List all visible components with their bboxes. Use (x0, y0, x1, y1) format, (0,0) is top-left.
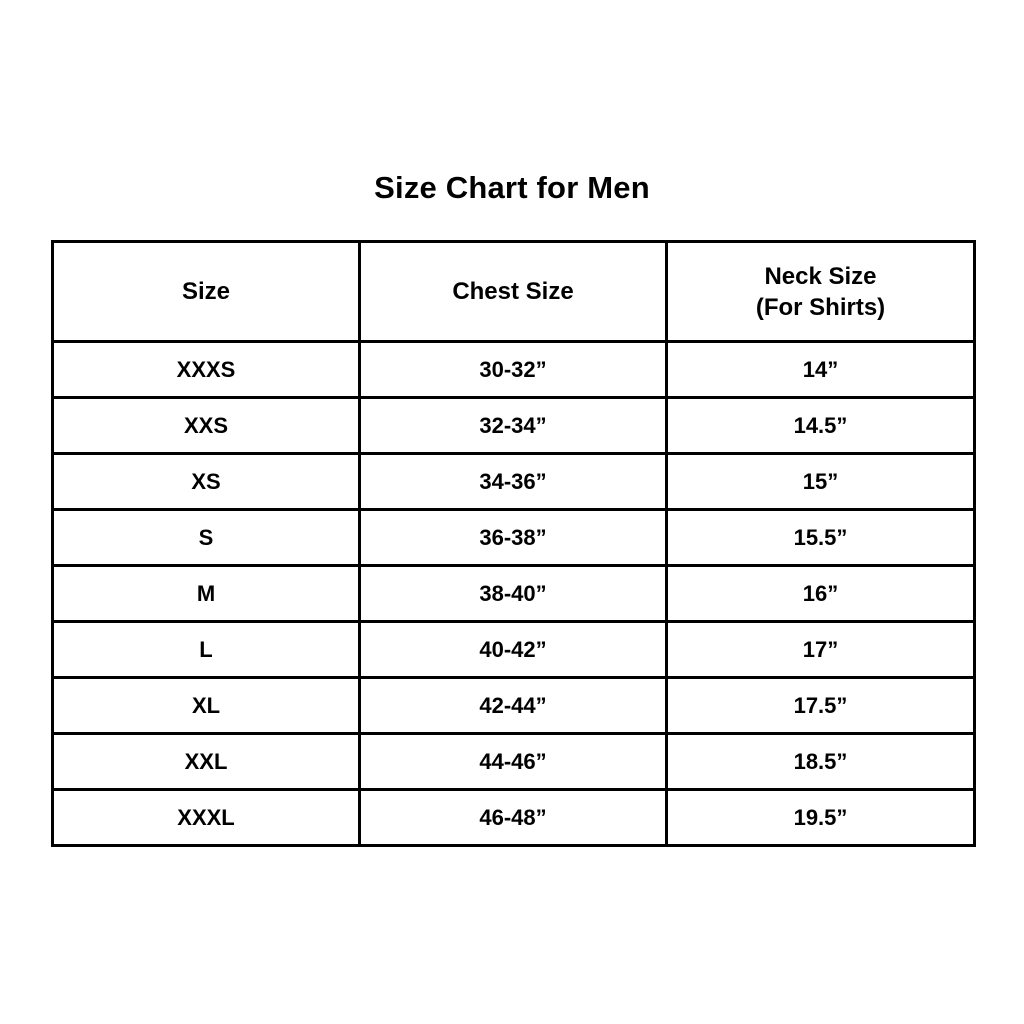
cell-size: M (51, 564, 361, 623)
page-title: Size Chart for Men (374, 170, 650, 205)
column-header-neck-size-label: Neck Size (764, 262, 877, 290)
size-table-container: Size Chest Size Neck Size (For Shirts) X… (51, 240, 976, 847)
cell-size: XS (51, 452, 361, 511)
table-row: M 38-40” 16” (51, 564, 976, 623)
cell-chest: 32-34” (358, 396, 668, 455)
cell-size: XL (51, 676, 361, 735)
cell-neck: 16” (665, 564, 976, 623)
cell-neck: 19.5” (665, 788, 976, 847)
table-row: L 40-42” 17” (51, 620, 976, 679)
table-row: XXL 44-46” 18.5” (51, 732, 976, 791)
cell-neck: 14.5” (665, 396, 976, 455)
column-header-chest-size: Chest Size (358, 240, 668, 343)
cell-chest: 42-44” (358, 676, 668, 735)
cell-chest: 46-48” (358, 788, 668, 847)
cell-chest: 40-42” (358, 620, 668, 679)
header-row: Size Chest Size Neck Size (For Shirts) (51, 240, 976, 343)
cell-chest: 38-40” (358, 564, 668, 623)
column-header-size: Size (51, 240, 361, 343)
cell-size: L (51, 620, 361, 679)
table-row: S 36-38” 15.5” (51, 508, 976, 567)
cell-chest: 44-46” (358, 732, 668, 791)
table-header: Size Chest Size Neck Size (For Shirts) (51, 240, 976, 343)
table-row: XL 42-44” 17.5” (51, 676, 976, 735)
cell-size: XXXS (51, 340, 361, 399)
table-row: XS 34-36” 15” (51, 452, 976, 511)
column-header-size-label: Size (181, 278, 231, 305)
table-row: XXXS 30-32” 14” (51, 340, 976, 399)
cell-neck: 17.5” (665, 676, 976, 735)
column-header-chest-size-label: Chest Size (452, 278, 574, 305)
cell-size: XXXL (51, 788, 361, 847)
cell-neck: 17” (665, 620, 976, 679)
cell-size: XXL (51, 732, 361, 791)
cell-neck: 14” (665, 340, 976, 399)
table-row: XXS 32-34” 14.5” (51, 396, 976, 455)
column-header-neck-size: Neck Size (For Shirts) (665, 240, 976, 343)
cell-size: S (51, 508, 361, 567)
size-chart-table: Size Chest Size Neck Size (For Shirts) X… (51, 240, 976, 847)
cell-neck: 18.5” (665, 732, 976, 791)
cell-chest: 36-38” (358, 508, 668, 567)
cell-neck: 15” (665, 452, 976, 511)
cell-size: XXS (51, 396, 361, 455)
column-header-neck-size-sublabel: (For Shirts) (755, 293, 886, 321)
table-row: XXXL 46-48” 19.5” (51, 788, 976, 847)
cell-chest: 30-32” (358, 340, 668, 399)
cell-chest: 34-36” (358, 452, 668, 511)
table-body: XXXS 30-32” 14” XXS 32-34” 14.5” XS 34-3… (51, 340, 976, 847)
cell-neck: 15.5” (665, 508, 976, 567)
